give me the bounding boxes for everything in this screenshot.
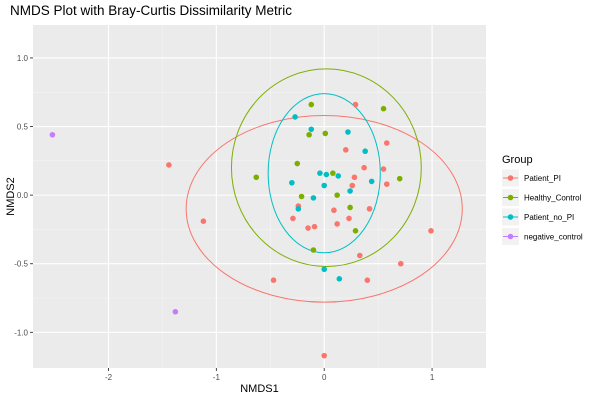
point-patient-pi xyxy=(383,140,390,146)
point-patient-no-pi xyxy=(321,182,328,189)
x-axis-title: NMDS1 xyxy=(240,383,279,395)
legend-label: negative_control xyxy=(524,233,583,242)
point-patient-no-pi xyxy=(368,178,375,185)
point-patient-no-pi xyxy=(310,195,317,201)
point-healthy-control xyxy=(298,193,305,200)
chart-title: NMDS Plot with Bray-Curtis Dissimilarity… xyxy=(10,3,292,18)
point-patient-pi xyxy=(311,223,318,230)
point-patient-pi xyxy=(380,166,387,172)
point-patient-no-pi xyxy=(347,188,353,194)
x-tick-label: 0 xyxy=(322,373,327,382)
panel-background xyxy=(33,25,486,368)
point-patient-pi xyxy=(334,221,340,227)
y-tick-label: 1.0 xyxy=(17,54,29,63)
major-grid xyxy=(33,25,486,368)
y-tick-label: -1.0 xyxy=(14,328,28,337)
point-patient-pi xyxy=(397,260,404,267)
x-axis: -2 -1 0 1 xyxy=(105,368,435,382)
point-patient-pi xyxy=(366,206,373,212)
point-patient-pi xyxy=(352,101,359,108)
point-patient-pi xyxy=(351,174,358,181)
point-patient-pi xyxy=(428,228,434,234)
legend-title: Group xyxy=(502,154,533,166)
point-healthy-control xyxy=(396,175,403,182)
point-healthy-control xyxy=(308,101,315,108)
point-patient-no-pi xyxy=(289,179,295,186)
y-tick-label: -0.5 xyxy=(14,260,28,269)
point-healthy-control xyxy=(322,130,329,137)
point-healthy-control xyxy=(306,131,312,138)
y-tick-label: 0.0 xyxy=(17,191,29,200)
legend-label: Patient_no_PI xyxy=(524,213,574,222)
point-patient-pi xyxy=(364,277,371,283)
point-patient-pi xyxy=(321,352,328,359)
confidence-ellipses xyxy=(185,68,463,303)
point-patient-pi xyxy=(290,215,296,222)
point-patient-no-pi xyxy=(345,129,351,135)
ellipse-healthy-control xyxy=(230,68,422,267)
point-healthy-control xyxy=(347,204,353,211)
point-patient-no-pi xyxy=(335,173,342,179)
point-patient-no-pi xyxy=(362,148,369,155)
point-patient-pi xyxy=(305,225,311,231)
point-patient-no-pi xyxy=(323,171,330,178)
point-healthy-control xyxy=(334,192,340,198)
x-tick-label: -2 xyxy=(105,373,113,382)
data-points xyxy=(49,101,434,359)
point-healthy-control xyxy=(310,247,317,253)
y-axis: -1.0 -0.5 0.0 0.5 1.0 xyxy=(14,54,33,337)
y-axis-title: NMDS2 xyxy=(5,177,17,216)
point-healthy-control xyxy=(294,160,301,167)
point-negative-control xyxy=(172,308,179,315)
point-patient-pi xyxy=(357,252,363,259)
point-patient-pi xyxy=(270,277,277,283)
y-tick-label: 0.5 xyxy=(17,123,29,132)
point-patient-pi xyxy=(342,147,349,153)
point-patient-no-pi xyxy=(295,206,302,212)
point-negative-control xyxy=(49,131,56,138)
point-patient-no-pi xyxy=(308,126,315,133)
point-patient-pi xyxy=(361,164,367,171)
point-patient-pi xyxy=(166,162,172,168)
point-patient-pi xyxy=(346,215,352,222)
legend-key-healthy-control-dot xyxy=(507,194,514,201)
point-healthy-control xyxy=(380,105,387,112)
plot-panel xyxy=(33,25,486,368)
point-patient-pi xyxy=(349,182,356,189)
legend: Group Patient_PI Healthy_Control Patient_n… xyxy=(502,154,583,245)
legend-key-patient-pi-dot xyxy=(507,175,514,181)
point-patient-pi xyxy=(383,181,390,187)
point-patient-no-pi xyxy=(292,114,298,120)
ellipse-patient-pi xyxy=(185,115,463,303)
legend-label: Healthy_Control xyxy=(524,194,582,203)
point-patient-pi xyxy=(331,207,337,214)
point-healthy-control xyxy=(330,170,336,176)
legend-key-negative-control-dot xyxy=(507,233,514,240)
point-patient-no-pi xyxy=(317,170,323,176)
point-patient-pi xyxy=(200,218,207,224)
point-patient-no-pi xyxy=(321,266,328,273)
legend-key-patient-no-pi-dot xyxy=(507,214,514,220)
x-tick-label: -1 xyxy=(213,373,221,382)
point-healthy-control xyxy=(253,174,260,181)
point-patient-no-pi xyxy=(336,276,343,282)
point-healthy-control xyxy=(352,228,359,234)
ellipse-patient-no-pi xyxy=(267,93,381,254)
legend-label: Patient_PI xyxy=(524,174,561,183)
x-tick-label: 1 xyxy=(430,373,435,382)
